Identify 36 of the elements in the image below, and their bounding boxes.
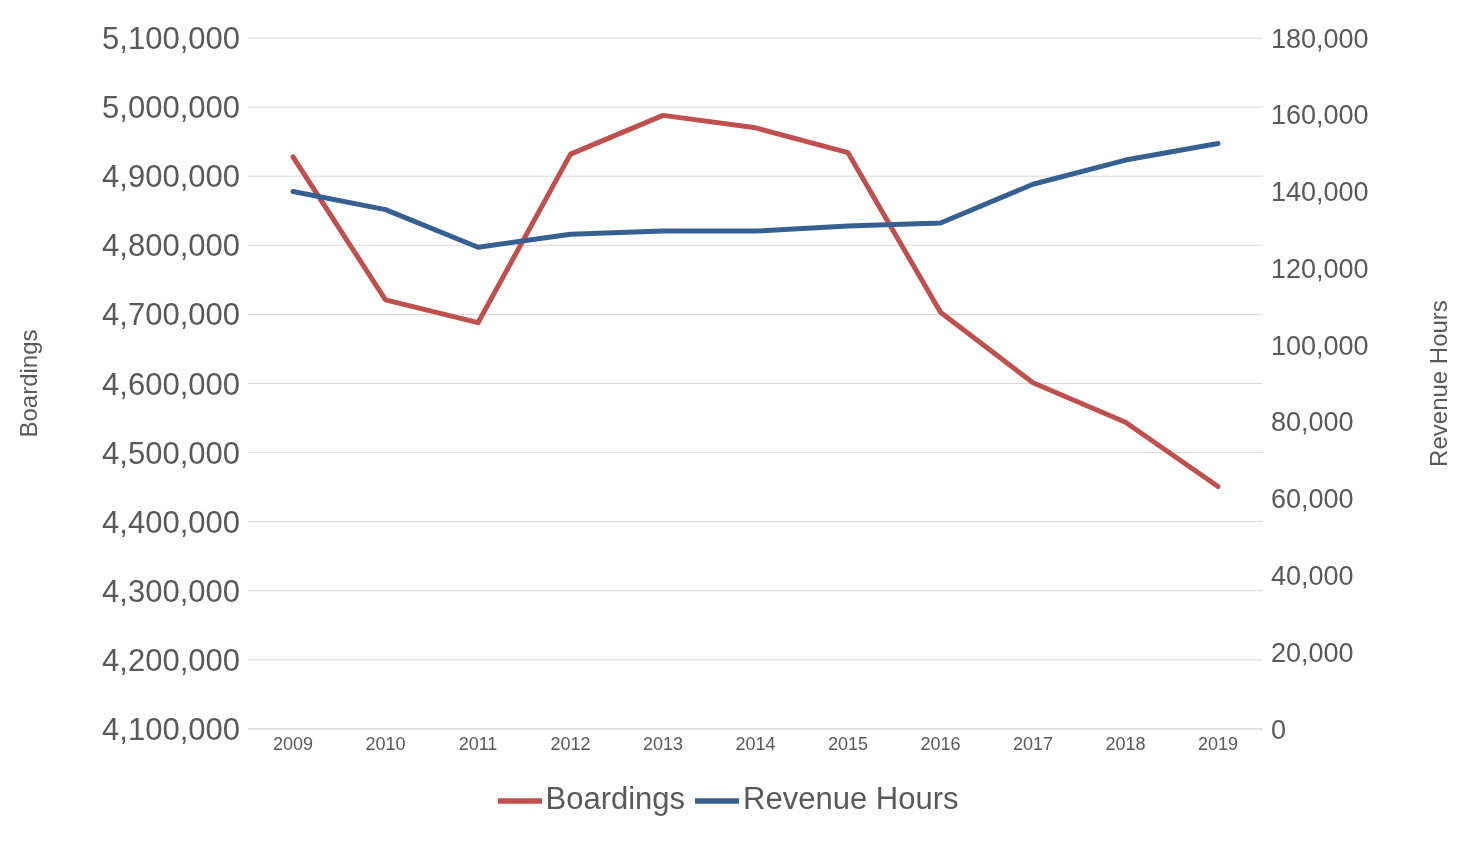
x-tick-label: 2009: [272, 733, 314, 754]
y2-tick-label: 80,000: [1271, 407, 1354, 438]
y-tick-label: 4,700,000: [102, 297, 240, 333]
y-tick-label: 4,800,000: [102, 228, 240, 264]
y2-tick-label: 100,000: [1271, 330, 1369, 361]
x-tick-label: 2011: [458, 733, 498, 754]
x-tick-label: 2017: [1012, 733, 1054, 754]
y-tick-label: 4,500,000: [102, 435, 240, 471]
x-tick-label: 2016: [920, 733, 961, 754]
x-tick-label: 2018: [1105, 733, 1146, 754]
y-tick-label: 5,100,000: [102, 21, 240, 57]
y2-tick-label: 180,000: [1271, 23, 1369, 54]
y-tick-label: 5,000,000: [102, 90, 240, 126]
x-tick-label: 2019: [1197, 733, 1239, 754]
y-tick-label: 4,300,000: [102, 573, 240, 609]
x-tick-label: 2014: [735, 733, 776, 754]
y2-tick-label: 20,000: [1271, 637, 1354, 668]
x-tick-label: 2015: [827, 733, 869, 754]
y2-axis-title: Revenue Hours: [1424, 300, 1452, 467]
y2-tick-label: 140,000: [1271, 177, 1369, 208]
y-tick-label: 4,100,000: [102, 712, 240, 748]
x-tick-label: 2012: [550, 733, 591, 754]
y2-tick-label: 40,000: [1271, 561, 1354, 592]
x-tick-label: 2010: [365, 733, 406, 754]
y-axis-title: Boardings: [14, 329, 42, 438]
y-tick-label: 4,400,000: [102, 504, 240, 540]
legend-label: Revenue Hours: [743, 781, 959, 817]
y2-tick-label: 0: [1271, 714, 1287, 745]
x-tick-label: 2013: [642, 733, 684, 754]
y-tick-label: 4,200,000: [102, 642, 240, 678]
y2-tick-label: 60,000: [1271, 484, 1354, 515]
legend-label: Boardings: [545, 781, 686, 817]
y-tick-label: 4,600,000: [102, 366, 240, 402]
y-tick-label: 4,900,000: [102, 159, 240, 195]
y2-tick-label: 160,000: [1271, 100, 1369, 131]
y2-tick-label: 120,000: [1271, 253, 1369, 284]
